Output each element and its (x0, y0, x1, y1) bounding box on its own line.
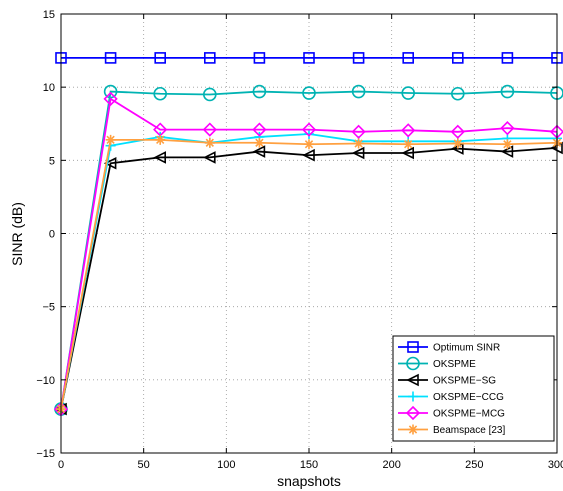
data-point (203, 87, 217, 102)
legend-entry: Optimum SINR (398, 341, 500, 354)
y-tick-label: 5 (49, 155, 55, 167)
legend-marker (406, 356, 420, 371)
legend-label: OKSPME−MCG (433, 409, 505, 420)
data-point (452, 138, 463, 149)
data-point (203, 151, 216, 164)
ticks: 0 50 100 150 200 250 300 −15 −10 −5 0 5 10 15 (36, 9, 563, 471)
x-tick-label: 50 (138, 459, 150, 471)
data-point (154, 52, 166, 64)
data-point (501, 52, 514, 64)
y-axis-label: SINR (dB) (9, 202, 25, 266)
data-point (204, 52, 216, 64)
y-tick-label: −5 (42, 302, 55, 314)
data-point (302, 148, 315, 162)
legend-marker (405, 405, 421, 421)
data-point (104, 52, 117, 64)
data-point (401, 146, 415, 160)
data-point (252, 84, 267, 99)
data-point (351, 146, 365, 160)
data-point (105, 134, 116, 145)
y-tick-label: 15 (43, 9, 55, 21)
legend-entry: OKSPME−SG (398, 373, 496, 387)
legend-marker (408, 424, 418, 435)
data-point (450, 124, 465, 139)
data-point (303, 52, 315, 64)
series-line (60, 146, 558, 410)
data-point (302, 86, 316, 100)
data-point (402, 52, 415, 64)
legend-marker (408, 391, 418, 402)
data-point (403, 139, 414, 150)
legend-label: OKSPME−SG (433, 376, 496, 387)
data-point (155, 134, 166, 145)
data-point (153, 151, 166, 164)
data-point (351, 84, 366, 99)
data-point (252, 122, 267, 137)
x-tick-label: 100 (217, 459, 235, 471)
legend-marker (407, 341, 419, 353)
data-point (401, 123, 416, 138)
data-point (103, 84, 118, 99)
data-point (450, 86, 465, 101)
data-point (304, 128, 314, 139)
data-point (401, 86, 416, 100)
legend-label: OKSPME−CCG (433, 392, 504, 403)
x-tick-label: 150 (300, 459, 318, 471)
x-tick-label: 0 (58, 459, 64, 471)
data-point (254, 137, 265, 148)
data-point (301, 122, 317, 137)
x-tick-label: 200 (382, 459, 400, 471)
data-point (253, 52, 266, 64)
legend-box (392, 335, 555, 442)
legend-entry: OKSPME−MCG (398, 405, 505, 421)
data-point (352, 52, 365, 64)
data-point (252, 145, 266, 158)
series-optimum-sinr (55, 52, 563, 64)
y-tick-label: 10 (43, 82, 55, 94)
data-point (500, 84, 515, 99)
legend-label: OKSPME (433, 359, 476, 370)
data-point (204, 137, 215, 148)
data-point (103, 91, 118, 107)
y-tick-label: −15 (36, 448, 55, 460)
x-axis-label: snapshots (277, 473, 341, 489)
legend-entry: Beamspace [23] (398, 424, 505, 436)
legend-label: Optimum SINR (433, 343, 500, 354)
x-tick-label: 250 (465, 459, 483, 471)
series-line (60, 90, 558, 410)
legend-entry: OKSPME (398, 356, 476, 371)
series-line (60, 97, 558, 410)
data-point (202, 122, 217, 137)
data-point (451, 52, 464, 64)
data-point (500, 121, 515, 136)
data-point (351, 124, 366, 139)
data-point (304, 139, 314, 150)
series-okspme-mcg (53, 91, 563, 417)
data-point (353, 138, 364, 149)
data-point (153, 86, 167, 101)
y-tick-label: −10 (36, 375, 55, 387)
legend: Optimum SINR OKSPME OKSPME−SG OKSPME−CCG OKS… (392, 335, 555, 442)
data-point (502, 139, 513, 150)
legend-entry: OKSPME−CCG (398, 391, 504, 403)
legend-marker (406, 373, 419, 387)
data-point (103, 156, 117, 170)
x-tick-label: 300 (548, 459, 563, 471)
y-tick-label: 0 (49, 229, 55, 241)
series-layer (53, 52, 563, 417)
legend-label: Beamspace [23] (433, 425, 505, 436)
